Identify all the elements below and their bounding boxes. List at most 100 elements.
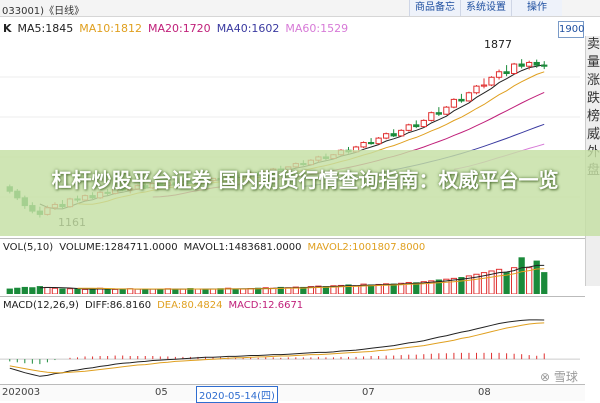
candle-body [390,133,397,137]
candle-body [413,124,420,128]
panel-divider [0,238,585,239]
volume-bar [89,288,96,294]
panel-char-fall[interactable]: 跌 [586,91,600,106]
candle-body [420,119,427,128]
candle-body [398,129,405,137]
stock-code-label: 033001)《日线》 [2,6,85,17]
volume-bar [480,272,488,294]
volume-bar [473,273,480,294]
volume-bar [51,287,59,294]
volume-chart[interactable] [0,254,580,294]
xueqiu-watermark: ⊗ 雪球 [540,370,578,384]
candle-body [450,98,458,108]
volume-bar [202,288,209,294]
candle-body [360,142,367,148]
candle-body [465,92,473,102]
volume-bar [194,288,202,294]
candle-body [435,112,442,115]
macd-legend: MACD(12,26,9) DIFF:86.8160 DEA:80.4824 M… [3,300,303,311]
volume-bar [458,277,465,294]
volume-bar [541,272,548,294]
candle-body [526,61,533,67]
tab-memo[interactable]: 商品备忘 [409,0,460,16]
volume-bar [44,286,51,294]
volume-bar [277,286,284,294]
price-scale-box[interactable]: 1900 [558,21,584,38]
volume-bar [352,285,360,294]
high-price-annotation: 1877 [484,38,512,51]
tab-operation[interactable]: 操作 [511,0,562,16]
volume-bar [209,288,217,294]
ma40-label: MA40:1602 [216,21,280,35]
volume-bar [179,288,187,294]
volume-bar [119,288,126,294]
ma5-label: MA5:1845 [17,21,74,35]
volume-bar [134,288,141,294]
date-label-05: 05 [155,387,168,398]
top-bar: 033001)《日线》 商品备忘 系统设置 操作 [0,0,600,17]
vol-title: VOL(5,10) [3,242,54,253]
candle-body [480,84,488,87]
volume-bar [428,280,435,294]
candle-body [375,137,382,145]
date-label-07: 07 [362,387,375,398]
candle-body [428,112,435,121]
volume-bar [127,288,134,294]
dea-line [9,322,545,374]
volume-bar [503,272,510,294]
volume-bar [149,288,156,294]
panel-char-volume[interactable]: 量 [586,55,600,70]
volume-bar [104,288,111,294]
volume-bar [390,283,397,294]
panel-char-rise[interactable]: 涨 [586,73,600,88]
diff-line [9,319,545,377]
macd-title: MACD(12,26,9) [3,300,79,311]
ma20-label: MA20:1720 [147,21,211,35]
ma10-label: MA10:1812 [79,21,142,35]
candle-body [383,133,390,139]
panel-char-sell[interactable]: 卖 [586,37,600,52]
volume-bar [315,285,322,294]
article-title-banner [0,150,600,236]
mavol2-line [77,268,545,290]
tab-settings[interactable]: 系统设置 [460,0,511,16]
volume-bar [232,288,239,294]
volume-bar [172,288,179,294]
date-axis: 202003 05 2020-05-14(四) 07 08 [0,384,585,403]
candle-body [533,61,540,66]
volume-bar [74,288,81,294]
volume-bar [21,286,28,294]
volume-value: VOLUME:1284711.0000 [59,242,178,253]
volume-bar [510,267,518,294]
volume-bar [81,288,89,294]
volume-bar [518,257,525,294]
volume-bar [443,278,450,294]
dea-value: DEA:80.4824 [157,300,223,311]
volume-bar [14,287,21,294]
candle-body [541,64,548,67]
volume-bar [217,288,224,294]
diff-value: DIFF:86.8160 [84,300,152,311]
volume-bar [435,279,442,294]
candle-body [405,124,412,131]
panel-char-authority[interactable]: 威 [586,127,600,142]
volume-bar [495,268,503,294]
volume-bar [465,275,473,294]
volume-bar [59,288,66,294]
candle-body [488,76,495,86]
date-label-start: 202003 [2,387,41,398]
date-label-selected[interactable]: 2020-05-14(四) [196,386,278,403]
article-title: 杠杆炒股平台证券 国内期货行情查询指南：权威平台一览 [51,168,559,192]
k-label: K [3,21,12,35]
mavol2-value: MAVOL2:1001807.8000 [307,242,426,253]
volume-bar [112,288,119,294]
candle-body [443,106,450,115]
macd-chart[interactable] [0,312,580,382]
candle-body [473,85,480,94]
candle-body [510,63,518,75]
volume-legend: VOL(5,10) VOLUME:1284711.0000 MAVOL1:148… [3,242,425,253]
volume-bar [420,281,427,294]
panel-char-rank[interactable]: 榜 [586,109,600,124]
ma-legend: K MA5:1845 MA10:1812 MA20:1720 MA40:1602… [0,20,348,36]
volume-bar [157,288,164,294]
